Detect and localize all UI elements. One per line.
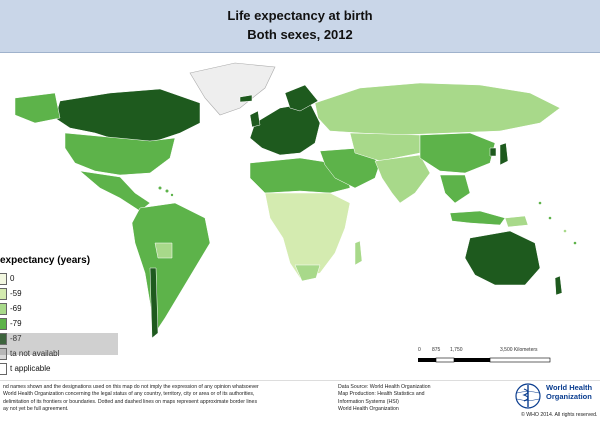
region-iceland (239, 94, 253, 103)
legend-item: -87 (0, 333, 22, 345)
region-usa (64, 132, 176, 176)
map-subtitle: Both sexes, 2012 (247, 27, 353, 42)
region-australia (464, 230, 541, 286)
legend-swatch (0, 288, 7, 300)
source-line: Information Systems (HSI) (338, 398, 399, 405)
org-name-line: World Health (546, 383, 593, 392)
legend-item: -79 (0, 318, 22, 330)
source-text: Data Source: World Health Organization M… (338, 384, 488, 414)
legend-swatch (0, 303, 7, 315)
legend-swatch (0, 363, 7, 375)
map-title: Life expectancy at birth (227, 8, 373, 23)
region-pacific-island (563, 229, 567, 233)
legend-item: -69 (0, 303, 22, 315)
org-name: World Health Organization (546, 383, 592, 401)
region-canada (54, 88, 201, 144)
legend-label: -79 (10, 319, 22, 329)
region-japan (499, 142, 509, 166)
region-uk (249, 110, 261, 128)
legend-swatch (0, 348, 7, 360)
region-mexico (79, 170, 151, 212)
source-line: World Health Organization (338, 406, 399, 413)
watermark-overlay (0, 333, 118, 355)
region-sub-saharan-africa (264, 192, 351, 279)
region-chile (149, 267, 159, 339)
disclaimer-line: nd names shown and the designations used… (3, 384, 259, 390)
region-south-america (131, 202, 211, 334)
scale-bar-graphic (418, 357, 551, 363)
legend-swatch (0, 318, 7, 330)
disclaimer-line: ay not yet be full agreement. (3, 406, 69, 413)
region-pacific-island (548, 216, 552, 220)
map-footer: nd names shown and the designations used… (0, 380, 600, 421)
region-central-asia (349, 132, 421, 162)
scale-label: 1,750 (450, 347, 463, 353)
disclaimer-line: delimitation of its frontiers or boundar… (3, 398, 258, 405)
source-line: Data Source: World Health Organization (338, 384, 431, 390)
legend-item: -59 (0, 288, 22, 300)
region-scandinavia (284, 84, 319, 112)
region-europe (249, 102, 321, 156)
org-name-line: Organization (546, 392, 592, 401)
region-indonesia (449, 210, 506, 226)
source-line: Map Production: Health Statistics and (338, 391, 425, 398)
region-caribbean (158, 186, 162, 190)
region-new-guinea (504, 215, 529, 228)
legend-label: 0 (10, 274, 15, 284)
copyright-text: © WHO 2014. All rights reserved. (521, 412, 598, 418)
legend-item: ta not availabl (0, 348, 59, 360)
region-southern-africa (294, 264, 321, 282)
legend-swatch (0, 273, 7, 285)
region-russia (314, 82, 561, 136)
map-header: Life expectancy at birth Both sexes, 201… (0, 0, 600, 53)
scale-label: 3,500 Kilometers (500, 347, 538, 353)
region-caribbean (170, 193, 174, 197)
who-emblem-icon (515, 383, 541, 409)
scale-label: 0 (418, 347, 421, 353)
legend-label: t applicable (10, 364, 51, 374)
legend-swatch (0, 333, 7, 345)
legend-label: -59 (10, 289, 22, 299)
world-map (0, 53, 600, 380)
region-pacific-island (573, 241, 577, 245)
region-korea (489, 147, 497, 157)
scale-bar: 0 875 1,750 3,500 Kilometers (418, 347, 558, 369)
disclaimer-text: nd names shown and the designations used… (3, 384, 328, 414)
legend-item: t applicable (0, 363, 50, 375)
region-southeast-asia (439, 174, 471, 204)
world-map-svg (14, 62, 577, 339)
legend-label: -87 (10, 334, 22, 344)
region-china (419, 132, 496, 174)
region-madagascar (354, 240, 363, 266)
legend-title: expectancy (years) (0, 255, 91, 266)
region-caribbean (165, 189, 169, 193)
region-bolivia (154, 242, 173, 259)
disclaimer-line: World Health Organization concerning the… (3, 391, 255, 398)
region-alaska (14, 92, 61, 124)
scale-label: 875 (432, 347, 441, 353)
legend-label: ta not availabl (10, 349, 60, 359)
region-south-asia (374, 154, 431, 204)
legend-item: 0 (0, 273, 14, 285)
region-pacific-island (538, 201, 542, 205)
region-greenland (189, 62, 276, 116)
legend-label: -69 (10, 304, 22, 314)
region-new-zealand (554, 275, 563, 296)
